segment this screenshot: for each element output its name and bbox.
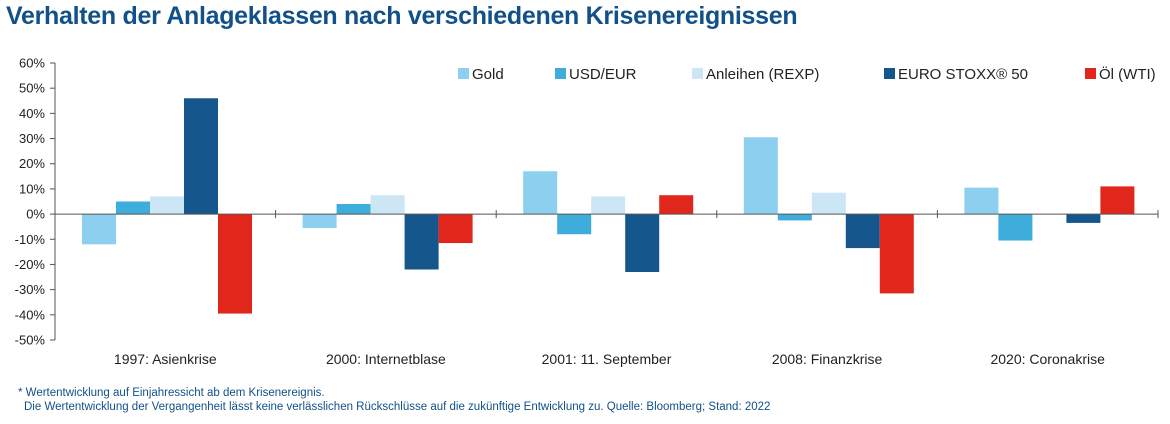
legend-swatch [458,68,469,79]
bar [184,98,218,215]
x-tick-label: 2001: 11. September [542,351,672,367]
legend-label: Anleihen (REXP) [706,66,819,83]
bar [82,214,116,245]
x-tick-label: 2020: Coronakrise [990,351,1105,367]
y-tick-label: 0% [26,207,45,222]
y-tick-label: 50% [19,81,45,96]
legend: Gold USD/EUR Anleihen (REXP) EURO STOXX® 50… [458,65,1156,83]
bar [1100,186,1135,215]
legend-swatch [555,68,566,79]
y-tick-label: 20% [19,156,45,171]
bar [625,214,660,273]
bar [438,214,473,244]
x-tick-label: 2000: Internetblase [326,351,446,367]
bar [743,137,778,215]
bar [302,214,337,228]
bar [659,195,694,215]
bar [218,214,252,314]
bar [370,195,405,215]
bar [777,214,812,221]
legend-label: EURO STOXX® 50 [898,66,1028,83]
y-tick-label: -50% [15,333,46,348]
x-axis: 1997: Asienkrise 2000: Internetblase 2001:… [54,210,1159,367]
bars-group [82,98,1135,314]
bar [336,204,371,215]
y-tick-label: -10% [15,232,46,247]
y-tick-label: 40% [19,106,45,121]
bar [116,201,150,215]
bar [150,196,184,215]
bar [845,214,880,249]
x-tick-label: 2008: Finanzkrise [772,351,883,367]
legend-label: Öl (WTI) [1099,65,1156,83]
y-tick-label: -40% [15,307,46,322]
y-tick-label: 10% [19,181,45,196]
bar [879,214,914,294]
footnote-method: * Wertentwicklung auf Einjahressicht ab … [18,387,325,399]
legend-label: Gold [472,66,504,83]
legend-swatch [692,68,703,79]
footnote-source: Die Wertentwicklung der Vergangenheit lä… [24,401,771,413]
legend-label: USD/EUR [569,66,637,83]
y-tick-label: 60% [19,56,45,71]
bar [523,171,558,215]
chart-title: Verhalten der Anlageklassen nach verschi… [6,2,798,30]
y-axis: 60% 50% 40% 30% 20% 10% 0% -10% -20% -30% -40% -50% [15,56,56,348]
legend-swatch [884,68,895,79]
x-tick-label: 1997: Asienkrise [114,351,217,367]
y-tick-label: 30% [19,131,45,146]
bar [964,187,999,215]
bar [591,196,626,215]
bar [811,192,846,215]
legend-swatch [1085,68,1096,79]
bar [557,214,592,235]
bar [998,214,1033,241]
y-tick-label: -20% [15,257,46,272]
y-tick-label: -30% [15,282,46,297]
bar [1066,214,1101,223]
bar [404,214,439,270]
